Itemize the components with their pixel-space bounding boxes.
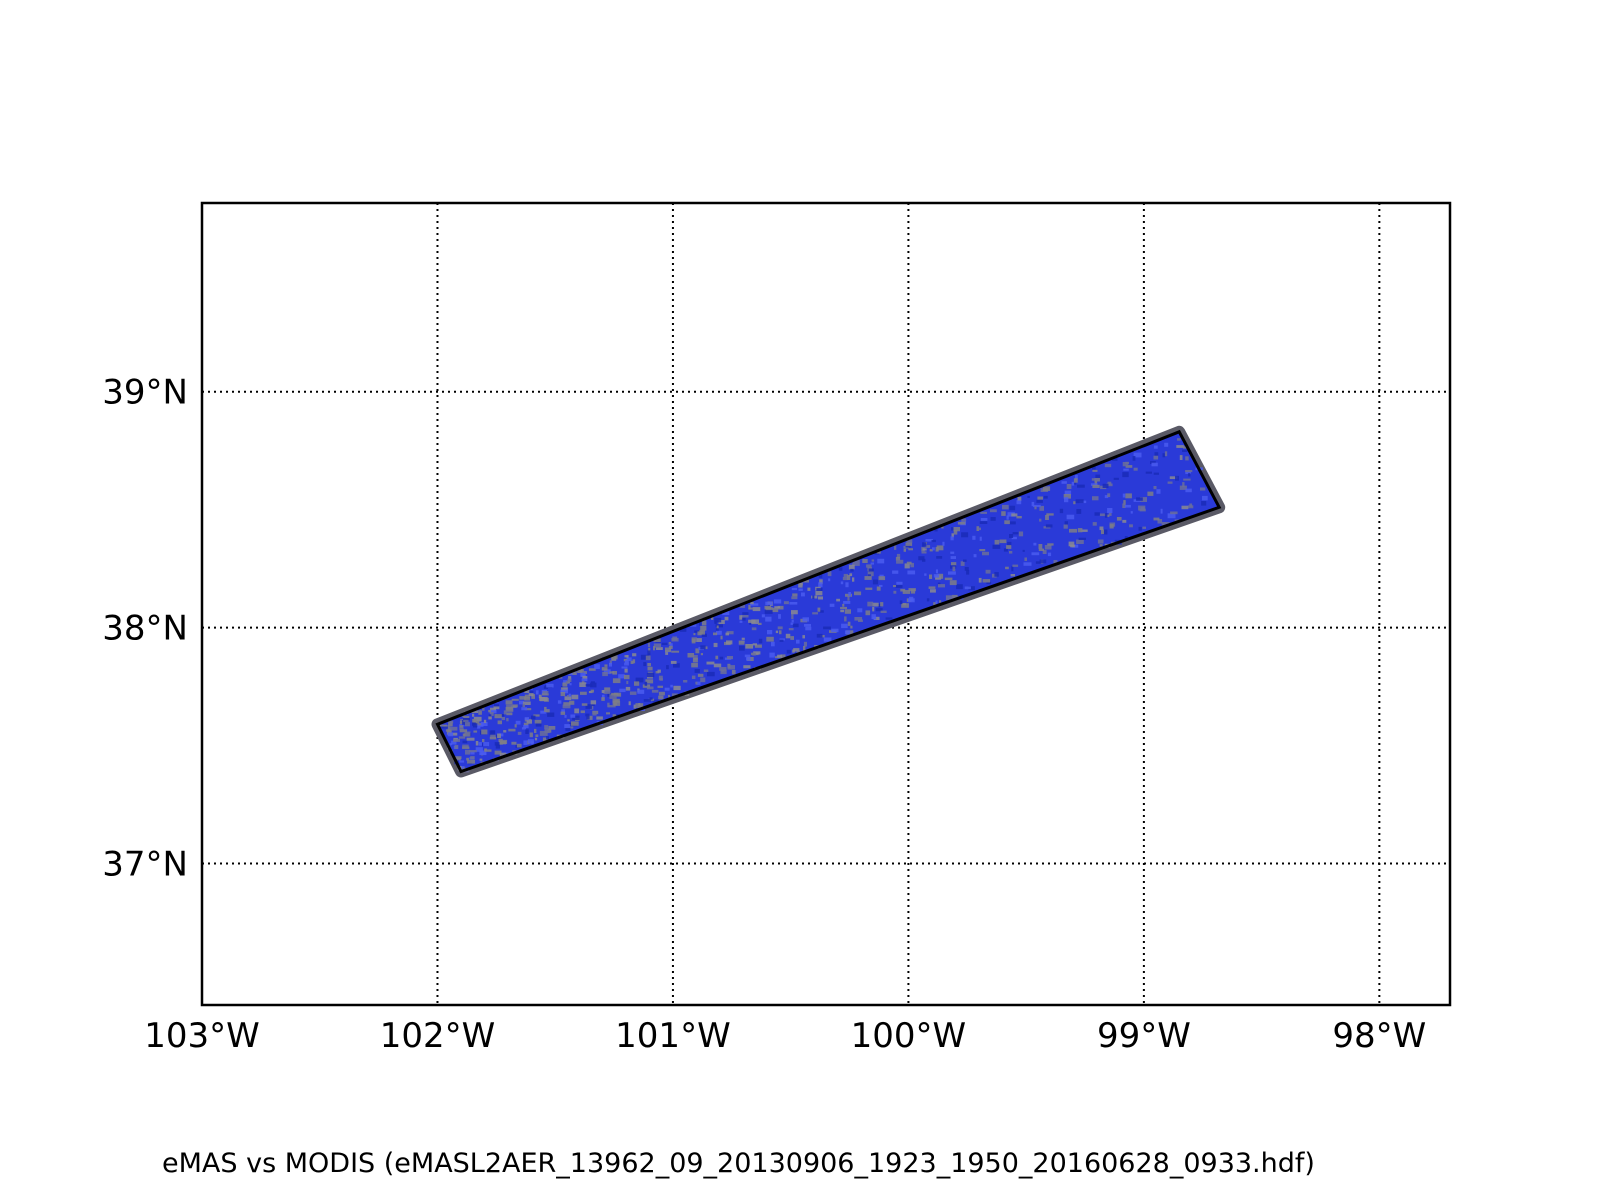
lat-tick-label: 37°N bbox=[102, 844, 188, 884]
lon-tick-label: 101°W bbox=[615, 1016, 731, 1056]
figure-caption: eMAS vs MODIS (eMASL2AER_13962_09_201309… bbox=[162, 1148, 1315, 1179]
axis-tick-labels: 103°W 102°W 101°W 100°W 99°W 98°W 39°N 38°N 37°N bbox=[102, 373, 1426, 1056]
swath-texture bbox=[438, 438, 1208, 773]
lon-tick-label: 103°W bbox=[144, 1016, 260, 1056]
emas-swath bbox=[431, 425, 1226, 778]
lon-tick-label: 102°W bbox=[380, 1016, 496, 1056]
lat-tick-label: 39°N bbox=[102, 373, 188, 413]
lon-tick-label: 100°W bbox=[851, 1016, 967, 1056]
lon-tick-label: 99°W bbox=[1097, 1016, 1191, 1056]
swath-outline bbox=[435, 429, 1222, 774]
lon-tick-label: 98°W bbox=[1332, 1016, 1426, 1056]
lat-tick-label: 38°N bbox=[102, 609, 188, 649]
map-frame bbox=[200, 201, 1452, 1007]
swath-fill bbox=[437, 431, 1220, 772]
